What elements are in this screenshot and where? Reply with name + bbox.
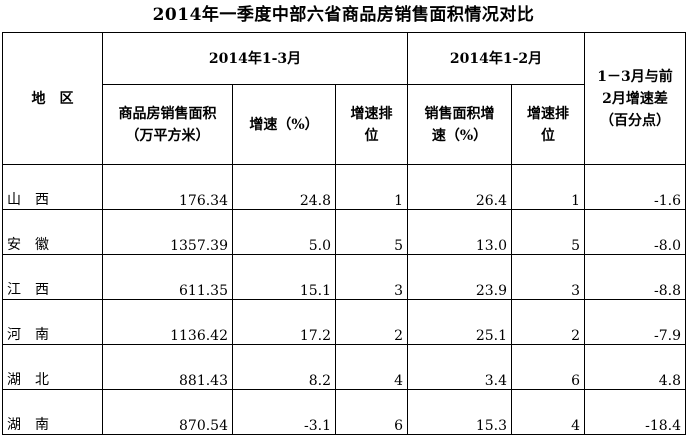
- region-cell: 河南: [2, 299, 103, 345]
- region-char: 山: [7, 192, 21, 208]
- header-period-q1: 2014年1-3月: [101, 32, 409, 85]
- growth-diff-cell: -7.9: [584, 299, 687, 345]
- header-rank-line2: 位: [364, 127, 379, 144]
- table-row: 河南 1136.42 17.2 2 25.1 2 -7.9: [2, 299, 687, 345]
- growth-cell: 15.1: [232, 254, 336, 300]
- rank-cell: 3: [334, 254, 409, 300]
- region-char: 南: [35, 417, 49, 433]
- growth-diff-cell: -8.8: [584, 254, 687, 300]
- growth-diff-cell: -18.4: [584, 389, 687, 435]
- header-row-1: 地 区 2014年1-3月 2014年1-2月 1－3月与前 2月增速差 （百分…: [2, 32, 687, 165]
- growth-cell: -3.1: [232, 389, 336, 435]
- growth-jan-feb-cell: 13.0: [407, 209, 513, 255]
- header-rank-line1: 增速排: [350, 105, 393, 122]
- page-title: 2014年一季度中部六省商品房销售面积情况对比: [152, 5, 535, 25]
- header-region: 地 区: [2, 32, 103, 165]
- sales-area-cell: 881.43: [102, 344, 233, 390]
- header-sales-area: 商品房销售面积 （万平方米）: [102, 84, 233, 165]
- growth-jan-feb-cell: 3.4: [407, 344, 513, 390]
- header-growth: 增速（%）: [232, 84, 336, 165]
- comparison-table: 地 区 2014年1-3月 2014年1-2月 1－3月与前 2月增速差 （百分…: [2, 32, 687, 435]
- region-char: 湖: [7, 417, 21, 433]
- rank-jan-feb-cell: 3: [511, 254, 586, 300]
- growth-jan-feb-cell: 26.4: [407, 164, 513, 210]
- header-growth-diff-line2: 2月增速差: [602, 90, 668, 107]
- sales-area-cell: 611.35: [102, 254, 233, 300]
- header-period-jan-feb: 2014年1-2月: [407, 32, 586, 85]
- region-char: 安: [7, 237, 21, 253]
- growth-diff-cell: -8.0: [584, 209, 687, 255]
- header-area-growth-line1: 销售面积增: [424, 105, 495, 122]
- region-cell: 湖北: [2, 344, 103, 390]
- rank-cell: 1: [334, 164, 409, 210]
- growth-cell: 8.2: [232, 344, 336, 390]
- region-char: 西: [35, 282, 49, 298]
- rank-jan-feb-cell: 5: [511, 209, 586, 255]
- sales-area-cell: 176.34: [102, 164, 233, 210]
- sales-area-cell: 1136.42: [102, 299, 233, 345]
- header-area-growth: 销售面积增 速（%）: [407, 84, 513, 165]
- rank-jan-feb-cell: 4: [511, 389, 586, 435]
- growth-diff-cell: -1.6: [584, 164, 687, 210]
- region-char: 西: [35, 192, 49, 208]
- growth-jan-feb-cell: 25.1: [407, 299, 513, 345]
- rank-cell: 2: [334, 299, 409, 345]
- region-cell: 湖南: [2, 389, 103, 435]
- region-cell: 江西: [2, 254, 103, 300]
- header-growth-diff-line1: 1－3月与前: [597, 68, 673, 85]
- rank-jan-feb-cell: 1: [511, 164, 586, 210]
- table-row: 湖北 881.43 8.2 4 3.4 6 4.8: [2, 344, 687, 390]
- sales-area-cell: 1357.39: [102, 209, 233, 255]
- rank-jan-feb-cell: 6: [511, 344, 586, 390]
- region-char: 南: [35, 327, 49, 343]
- growth-cell: 24.8: [232, 164, 336, 210]
- table-row: 山西 176.34 24.8 1 26.4 1 -1.6: [2, 164, 687, 210]
- header-row-2: 商品房销售面积 （万平方米） 增速（%） 增速排 位 销售面积增 速（%） 增速…: [3, 84, 686, 165]
- region-char: 徽: [35, 237, 49, 253]
- region-char: 湖: [7, 372, 21, 388]
- header-rank2-line1: 增速排: [527, 105, 570, 122]
- header-area-growth-line2: 速（%）: [431, 127, 488, 144]
- growth-jan-feb-cell: 23.9: [407, 254, 513, 300]
- sales-area-cell: 870.54: [102, 389, 233, 435]
- rank-cell: 4: [334, 344, 409, 390]
- region-char: 北: [35, 372, 49, 388]
- table-row: 江西 611.35 15.1 3 23.9 3 -8.8: [2, 254, 687, 300]
- growth-jan-feb-cell: 15.3: [407, 389, 513, 435]
- header-rank-jan-feb: 增速排 位: [511, 84, 586, 165]
- table-row: 湖南 870.54 -3.1 6 15.3 4 -18.4: [2, 389, 687, 435]
- growth-cell: 17.2: [232, 299, 336, 345]
- header-rank: 增速排 位: [334, 84, 409, 165]
- region-cell: 山西: [2, 164, 103, 210]
- rank-jan-feb-cell: 2: [511, 299, 586, 345]
- region-char: 江: [7, 282, 21, 298]
- rank-cell: 6: [334, 389, 409, 435]
- header-sales-area-line2: （万平方米）: [125, 127, 210, 144]
- region-char: 河: [7, 327, 21, 343]
- growth-diff-cell: 4.8: [584, 344, 687, 390]
- region-cell: 安徽: [2, 209, 103, 255]
- table-row: 安徽 1357.39 5.0 5 13.0 5 -8.0: [2, 209, 687, 255]
- header-growth-diff: 1－3月与前 2月增速差 （百分点）: [584, 32, 687, 165]
- header-rank2-line2: 位: [541, 127, 556, 144]
- rank-cell: 5: [334, 209, 409, 255]
- header-sales-area-line1: 商品房销售面积: [118, 105, 217, 122]
- growth-cell: 5.0: [232, 209, 336, 255]
- header-growth-diff-line3: （百分点）: [600, 112, 671, 129]
